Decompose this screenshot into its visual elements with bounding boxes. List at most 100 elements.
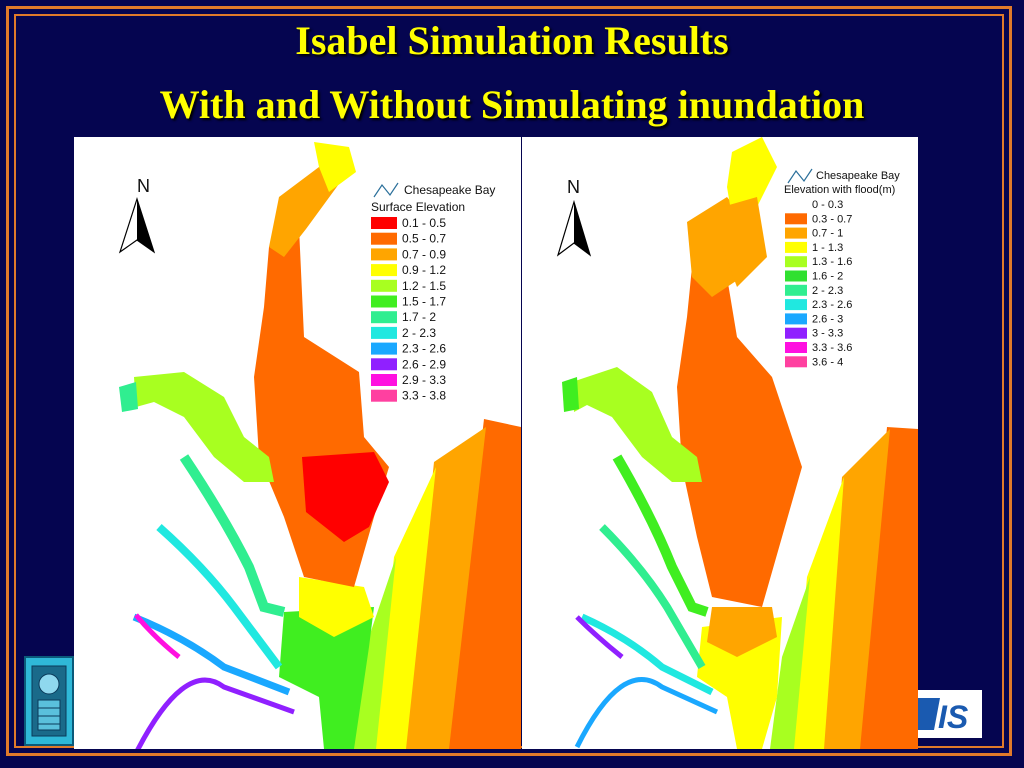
legend-swatch	[785, 213, 807, 225]
legend-label: 1.3 - 1.6	[812, 256, 852, 268]
legend-swatch	[371, 374, 397, 386]
legend-title-line2: Elevation with flood(m)	[784, 184, 895, 196]
legend-label: 2.6 - 2.9	[402, 357, 446, 371]
upper-bay-orange	[722, 197, 767, 287]
legend-label: 2.3 - 2.6	[402, 342, 446, 356]
legend-label: 3.6 - 4	[812, 356, 843, 368]
legend-swatch	[785, 227, 807, 239]
york-river	[599, 524, 706, 670]
map-panel-with-inundation: N Chesapeake Bay Elevation with flood(m)…	[522, 137, 918, 749]
bay-south-orange	[707, 607, 777, 657]
james-upper-purple	[575, 615, 624, 659]
legend-title-line1: Chesapeake Bay	[816, 170, 900, 182]
legend-label: 3 - 3.3	[812, 328, 843, 340]
legend-swatch	[371, 342, 397, 355]
legend-label: 3.3 - 3.6	[812, 342, 852, 354]
legend-swatch	[785, 199, 807, 210]
map-elevation-with-flood: N Chesapeake Bay Elevation with flood(m)…	[556, 137, 918, 749]
legend-label: 1.7 - 2	[402, 310, 436, 324]
slide-title-line2: With and Without Simulating inundation	[159, 82, 865, 127]
legend-swatch	[785, 256, 807, 268]
southern-river	[574, 677, 719, 749]
legend-swatch	[371, 279, 397, 292]
legend-label: 1.5 - 1.7	[402, 295, 446, 309]
north-arrow-label: N	[137, 176, 150, 196]
legend-swatch	[785, 299, 807, 311]
bay-core-red	[302, 452, 389, 542]
map-surface-elevation: N Chesapeake Bay Surface Elevation 0.1 -…	[118, 142, 521, 749]
ocean-band-yellow	[374, 467, 436, 749]
legend-swatch	[371, 232, 397, 245]
ocean-band-orange-dark	[857, 427, 918, 749]
ocean-band-lightgreen	[352, 557, 396, 749]
legend-label: 0.7 - 0.9	[402, 247, 446, 261]
legend-swatch	[785, 284, 807, 296]
legend-right: 0 - 0.3 0.3 - 0.7 0.7 - 1 1 - 1.3 1.3 - 1.6 1…	[785, 199, 852, 368]
james-river	[132, 613, 291, 696]
james-upper-magenta	[134, 613, 181, 659]
legend-label: 0.9 - 1.2	[402, 263, 446, 277]
legend-swatch	[371, 295, 397, 308]
legend-label: 2.9 - 3.3	[402, 373, 446, 387]
legend-swatch	[371, 326, 397, 339]
legend-swatch	[371, 217, 397, 229]
legend-label: 2.3 - 2.6	[812, 299, 852, 311]
upper-bay-yellow	[727, 137, 777, 217]
legend-label: 2.6 - 3	[812, 313, 843, 325]
legend-swatch	[371, 358, 397, 371]
legend-label: 3.3 - 3.8	[402, 389, 446, 403]
bay-main-orange	[677, 247, 802, 607]
legend-bay-icon	[373, 182, 399, 198]
legend-swatch	[785, 270, 807, 282]
legend-label: 0.5 - 0.7	[402, 232, 446, 246]
ocean-band-yellow	[792, 477, 844, 749]
legend-swatch	[785, 313, 807, 325]
legend-swatch	[785, 241, 807, 253]
potomac-upper	[119, 382, 138, 412]
ocean-band-orange	[404, 427, 486, 749]
bay-main-orange	[254, 227, 389, 587]
map-panel-without-inundation: N Chesapeake Bay Surface Elevation 0.1 -…	[74, 137, 521, 749]
legend-title-line2: Surface Elevation	[371, 200, 465, 214]
bay-mouth-yellow	[697, 617, 782, 749]
legend-title-line1: Chesapeake Bay	[404, 183, 495, 197]
potomac-upper	[562, 377, 579, 412]
logo-icon: IS	[918, 690, 982, 738]
legend-label: 0.7 - 1	[812, 228, 843, 240]
legend-label: 0.3 - 0.7	[812, 213, 852, 225]
left-logo	[24, 656, 74, 746]
upper-bay-yellow	[314, 142, 356, 192]
southern-river	[135, 677, 295, 749]
legend-swatch	[785, 356, 807, 368]
rappahannock-river	[179, 454, 286, 617]
legend-label: 1.6 - 2	[812, 271, 843, 283]
york-river	[156, 524, 283, 670]
legend-label: 2 - 2.3	[402, 326, 436, 340]
ocean-band-orange	[822, 429, 890, 749]
legend-swatch	[371, 248, 397, 261]
rappahannock-river	[612, 454, 709, 617]
legend-label: 1.2 - 1.5	[402, 279, 446, 293]
legend-label: 0.1 - 0.5	[402, 216, 446, 230]
north-arrow-label: N	[567, 177, 580, 197]
potomac-river	[572, 367, 702, 482]
legend-label: 2 - 2.3	[812, 285, 843, 297]
logo-text: IS	[938, 699, 969, 735]
legend-left: 0.1 - 0.5 0.5 - 0.70.7 - 0.9 0.9 - 1.2 1.2 …	[371, 216, 446, 403]
right-logo: IS	[918, 690, 982, 738]
legend-swatch	[785, 342, 807, 353]
legend-swatch	[371, 311, 397, 324]
potomac-river	[134, 372, 274, 482]
ocean-band-orange-dark	[446, 419, 521, 749]
legend-label: 1 - 1.3	[812, 242, 843, 254]
bay-mouth-green	[279, 607, 374, 749]
slide-title-line1: Isabel Simulation Results	[295, 18, 729, 63]
bay-south-yellow	[299, 577, 374, 637]
legend-bay-icon	[787, 168, 813, 184]
legend-swatch	[371, 264, 397, 277]
james-river	[580, 613, 714, 696]
seal-icon	[31, 665, 67, 737]
legend-swatch	[785, 327, 807, 339]
legend-swatch	[371, 389, 397, 402]
slide-outer-border	[6, 6, 1012, 756]
